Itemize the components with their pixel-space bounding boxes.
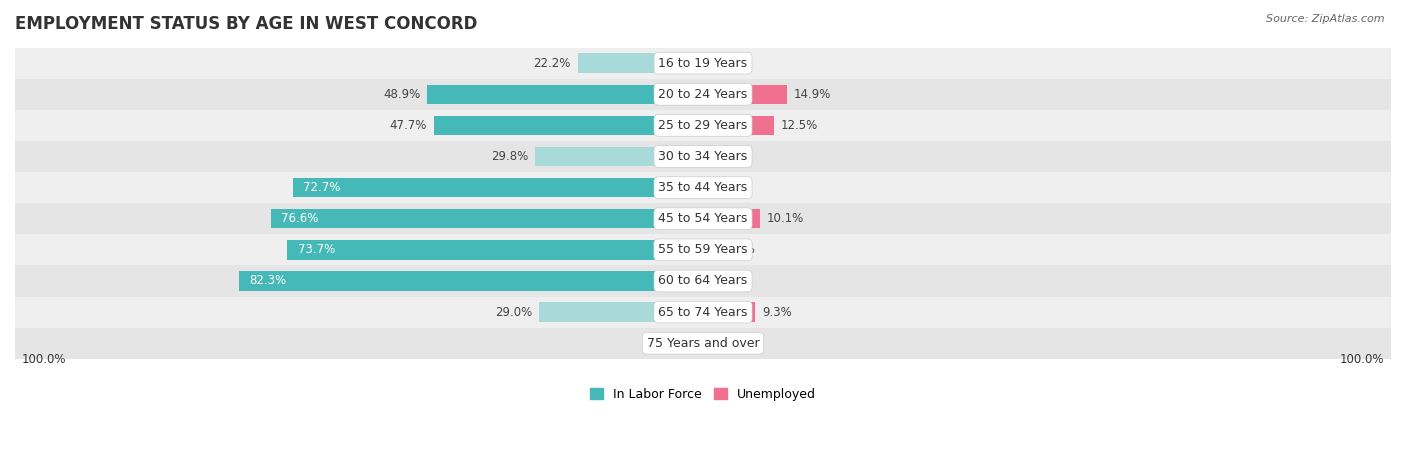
Bar bbox=[703, 209, 761, 228]
Text: 29.0%: 29.0% bbox=[495, 306, 533, 318]
Text: 45 to 54 Years: 45 to 54 Years bbox=[658, 212, 748, 225]
Bar bbox=[578, 54, 703, 73]
Text: 30 to 34 Years: 30 to 34 Years bbox=[658, 150, 748, 163]
Bar bbox=[703, 85, 787, 104]
Legend: In Labor Force, Unemployed: In Labor Force, Unemployed bbox=[585, 382, 821, 405]
Text: 100.0%: 100.0% bbox=[22, 353, 66, 366]
Bar bbox=[292, 178, 703, 197]
Bar bbox=[15, 328, 1391, 359]
Text: 75 Years and over: 75 Years and over bbox=[647, 337, 759, 350]
Text: 72.7%: 72.7% bbox=[304, 181, 340, 194]
Bar bbox=[15, 266, 1391, 297]
Text: 2.2%: 2.2% bbox=[723, 181, 752, 194]
Bar bbox=[15, 110, 1391, 141]
Bar bbox=[540, 303, 703, 322]
Text: 0.0%: 0.0% bbox=[710, 57, 740, 69]
Text: 0.0%: 0.0% bbox=[710, 150, 740, 163]
Bar bbox=[703, 303, 755, 322]
Text: Source: ZipAtlas.com: Source: ZipAtlas.com bbox=[1267, 14, 1385, 23]
Bar bbox=[271, 209, 703, 228]
Text: 9.3%: 9.3% bbox=[762, 306, 792, 318]
Bar bbox=[15, 47, 1391, 78]
Bar bbox=[15, 172, 1391, 203]
Bar bbox=[239, 272, 703, 290]
Text: EMPLOYMENT STATUS BY AGE IN WEST CONCORD: EMPLOYMENT STATUS BY AGE IN WEST CONCORD bbox=[15, 15, 478, 33]
Text: 100.0%: 100.0% bbox=[1340, 353, 1384, 366]
Text: 25 to 29 Years: 25 to 29 Years bbox=[658, 119, 748, 132]
Bar bbox=[703, 178, 716, 197]
Text: 20 to 24 Years: 20 to 24 Years bbox=[658, 88, 748, 101]
Bar bbox=[15, 235, 1391, 266]
Bar bbox=[427, 85, 703, 104]
Text: 76.6%: 76.6% bbox=[281, 212, 319, 225]
Text: 65 to 74 Years: 65 to 74 Years bbox=[658, 306, 748, 318]
Text: 22.2%: 22.2% bbox=[533, 57, 571, 69]
Text: 55 to 59 Years: 55 to 59 Years bbox=[658, 244, 748, 256]
Bar bbox=[15, 78, 1391, 110]
Bar bbox=[703, 116, 773, 135]
Text: 0.0%: 0.0% bbox=[710, 337, 740, 350]
Text: 14.9%: 14.9% bbox=[794, 88, 831, 101]
Bar bbox=[689, 334, 703, 353]
Text: 16 to 19 Years: 16 to 19 Years bbox=[658, 57, 748, 69]
Bar bbox=[15, 141, 1391, 172]
Text: 2.5%: 2.5% bbox=[652, 337, 682, 350]
Text: 82.3%: 82.3% bbox=[249, 275, 287, 287]
Bar bbox=[15, 203, 1391, 235]
Bar bbox=[534, 147, 703, 166]
Text: 60 to 64 Years: 60 to 64 Years bbox=[658, 275, 748, 287]
Text: 2.7%: 2.7% bbox=[725, 244, 755, 256]
Text: 48.9%: 48.9% bbox=[382, 88, 420, 101]
Bar bbox=[15, 297, 1391, 328]
Text: 35 to 44 Years: 35 to 44 Years bbox=[658, 181, 748, 194]
Bar bbox=[434, 116, 703, 135]
Bar bbox=[703, 240, 718, 259]
Text: 29.8%: 29.8% bbox=[491, 150, 529, 163]
Text: 10.1%: 10.1% bbox=[766, 212, 804, 225]
Text: 47.7%: 47.7% bbox=[389, 119, 427, 132]
Text: 12.5%: 12.5% bbox=[780, 119, 818, 132]
Bar bbox=[287, 240, 703, 259]
Text: 0.0%: 0.0% bbox=[710, 275, 740, 287]
Text: 73.7%: 73.7% bbox=[298, 244, 335, 256]
